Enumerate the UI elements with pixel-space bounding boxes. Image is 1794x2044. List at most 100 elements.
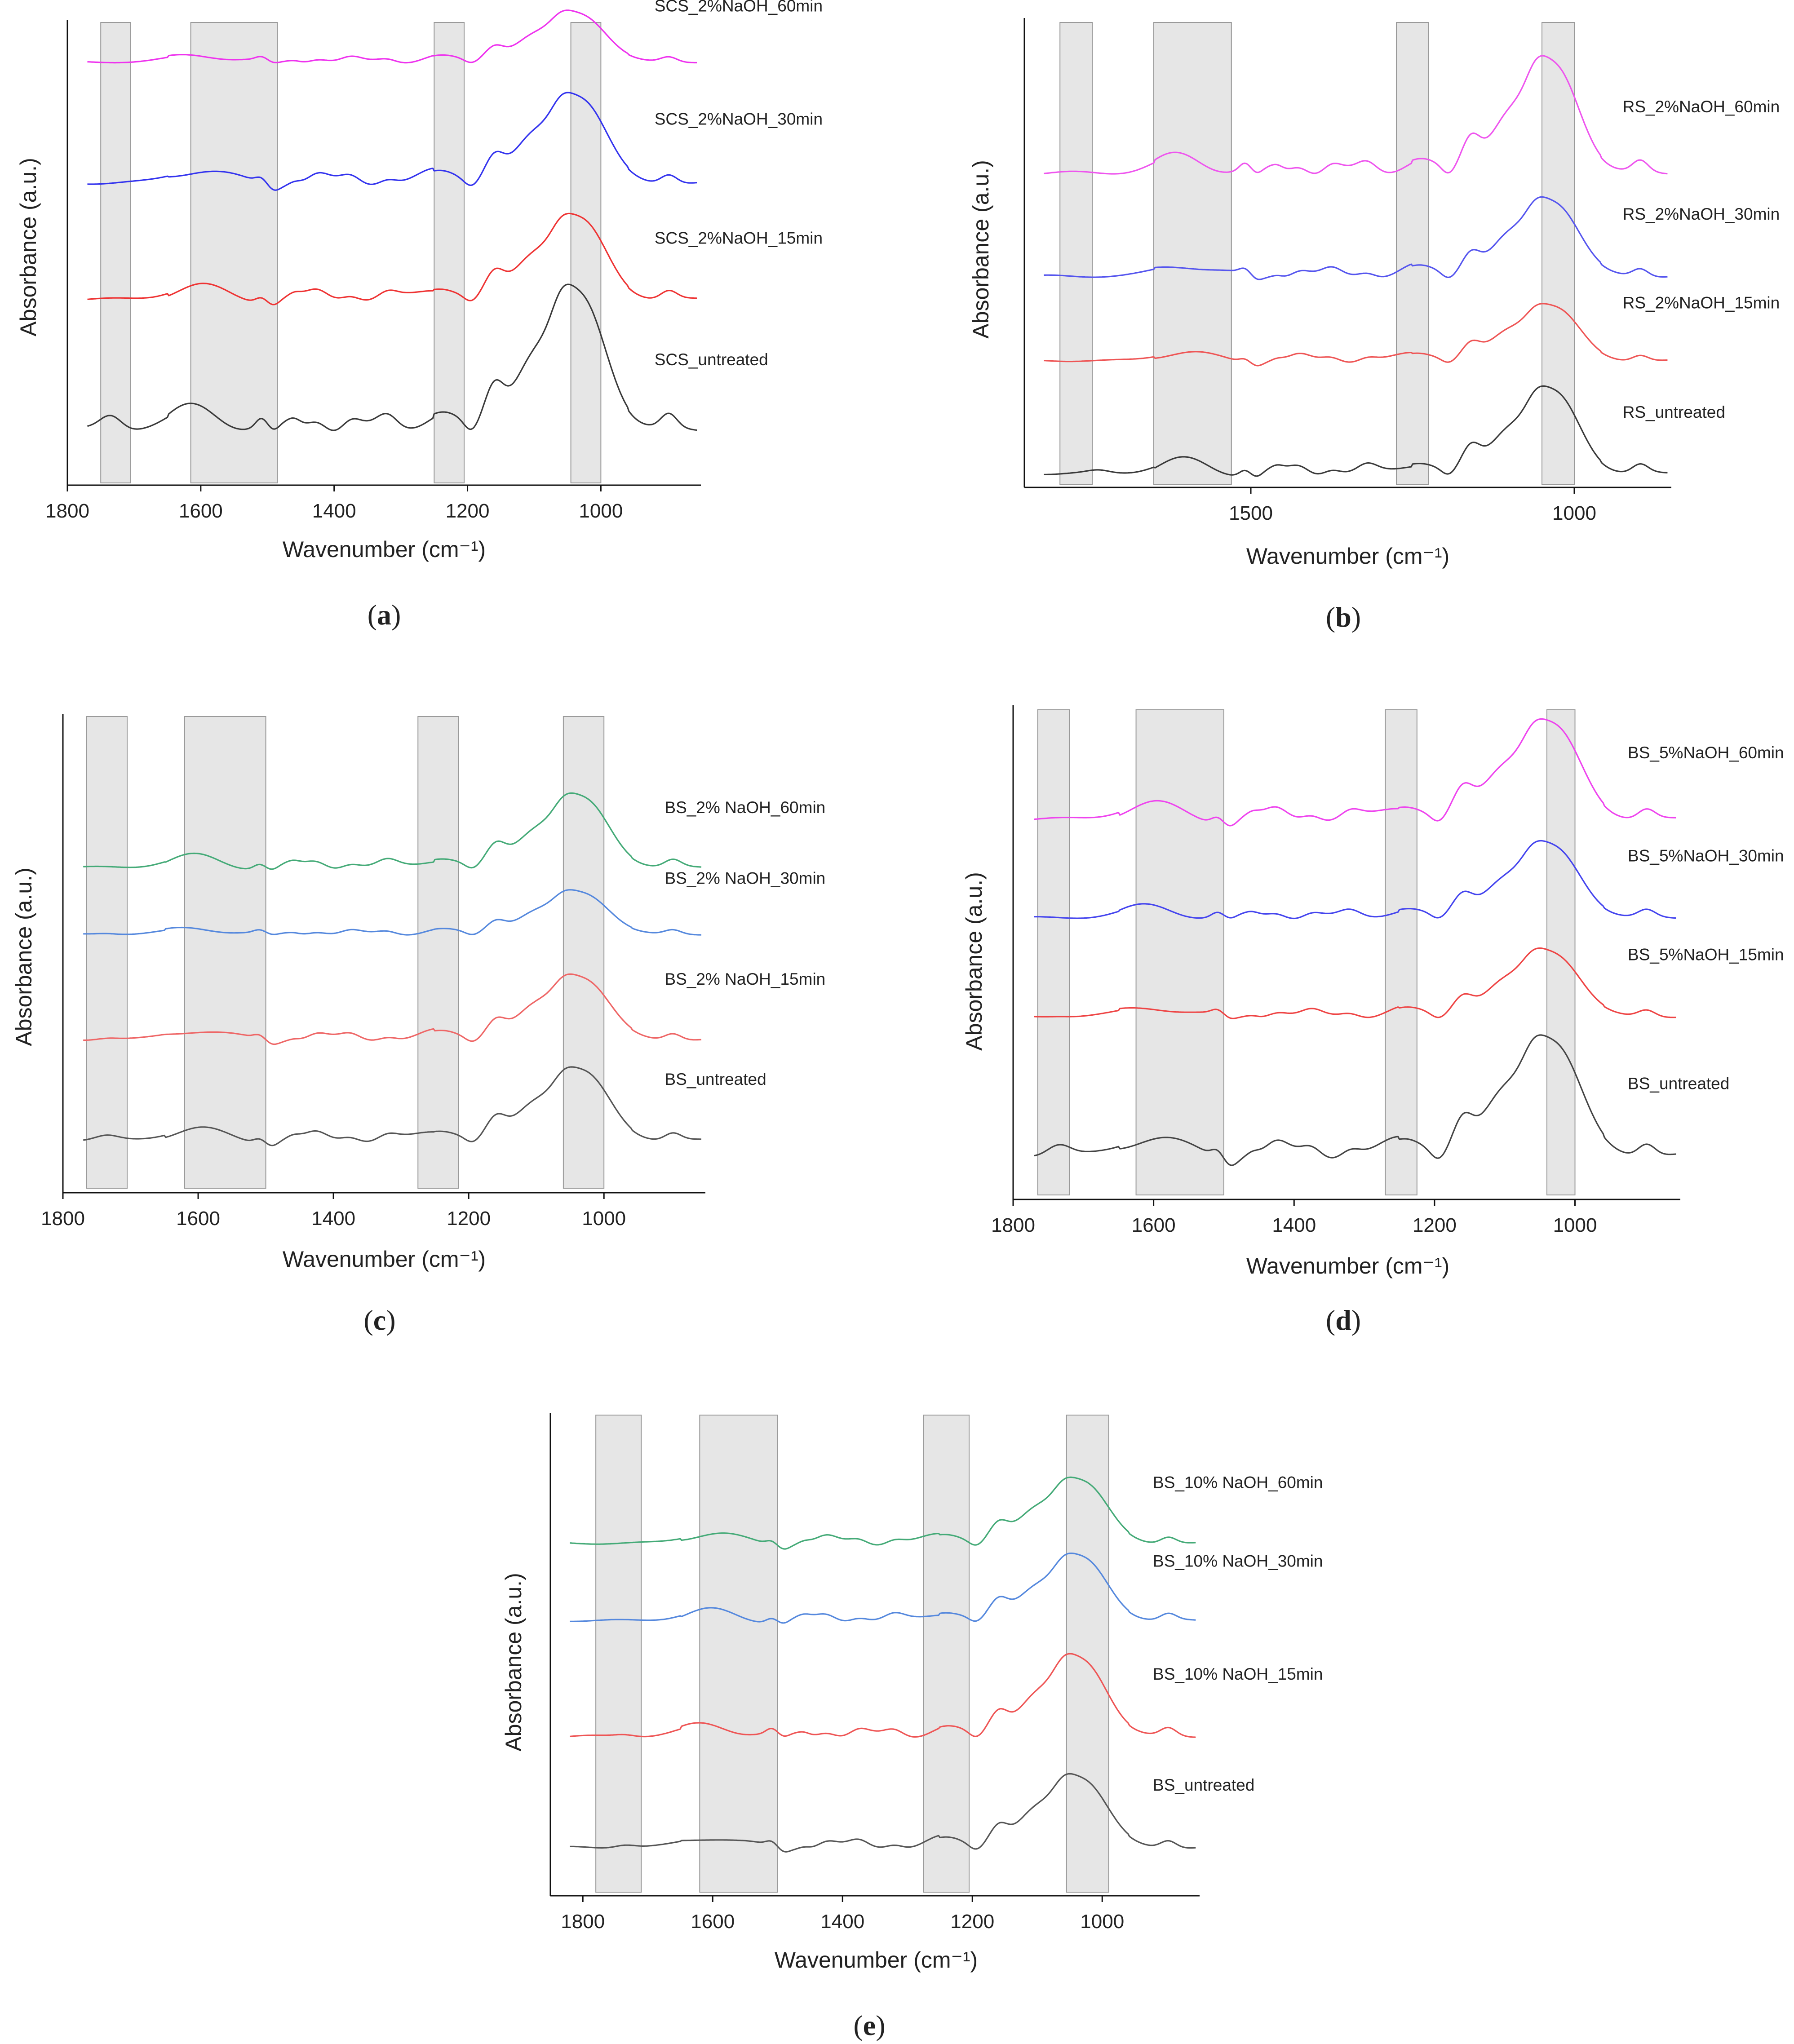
series-line-d-2 [1034,840,1676,920]
x-tick-label-b-1000: 1000 [1552,502,1596,524]
series-label-a-2: SCS_2%NaOH_30min [655,110,823,128]
series-line-b-3 [1044,55,1668,175]
band-b-3 [1542,22,1575,485]
ylabel-b: Absorbance (a.u.) [968,160,993,338]
series-label-d-1: BS_5%NaOH_15min [1628,945,1784,964]
series-line-b-2 [1044,196,1668,280]
series-label-c-3: BS_2% NaOH_60min [664,798,825,817]
x-tick-label-c-1200: 1200 [447,1208,491,1230]
band-e-2 [923,1415,970,1893]
x-tick-label-a-1200: 1200 [446,500,490,522]
series-label-d-2: BS_5%NaOH_30min [1628,847,1784,865]
panel-d: Absorbance (a.u.) Wavenumber (cm⁻¹) (d) … [961,705,1784,1336]
series-label-c-0: BS_untreated [664,1070,766,1088]
x-tick-label-c-1000: 1000 [582,1208,626,1230]
ylabel-d: Absorbance (a.u.) [961,872,987,1050]
series-label-b-0: RS_untreated [1623,403,1725,421]
series-line-b-0 [1044,385,1668,477]
xlabel-c: Wavenumber (cm⁻¹) [283,1247,486,1272]
series-line-b-1 [1044,303,1668,367]
series-label-d-3: BS_5%NaOH_60min [1628,743,1784,762]
series-line-a-1 [87,212,697,305]
x-tick-label-a-1400: 1400 [312,500,356,522]
series-line-e-3 [570,1476,1196,1550]
series-label-d-0: BS_untreated [1628,1074,1729,1093]
x-tick-label-e-1600: 1600 [691,1911,735,1933]
band-a-1 [190,22,278,483]
series-label-a-3: SCS_2%NaOH_60min [655,0,823,15]
xlabel-d: Wavenumber (cm⁻¹) [1246,1253,1449,1279]
band-d-1 [1135,709,1224,1195]
x-tick-label-a-1800: 1800 [45,500,89,522]
series-line-e-2 [570,1553,1196,1624]
band-e-0 [595,1415,642,1893]
x-tick-label-b-1500: 1500 [1229,502,1273,524]
band-a-3 [570,22,602,483]
band-a-2 [434,22,465,483]
x-tick-label-d-1400: 1400 [1272,1214,1316,1236]
series-label-a-1: SCS_2%NaOH_15min [655,229,823,247]
x-tick-label-a-1000: 1000 [579,500,623,522]
series-label-c-2: BS_2% NaOH_30min [664,869,825,888]
caption-a: (a) [368,599,401,631]
series-line-a-3 [87,9,697,64]
x-tick-label-a-1600: 1600 [179,500,223,522]
xlabel-e: Wavenumber (cm⁻¹) [775,1947,978,1973]
series-line-c-2 [83,889,702,936]
x-tick-label-d-1000: 1000 [1553,1214,1597,1236]
series-line-c-1 [83,973,702,1045]
series-line-e-0 [570,1773,1196,1853]
band-b-1 [1153,22,1232,485]
x-tick-label-c-1600: 1600 [176,1208,220,1230]
xlabel-b: Wavenumber (cm⁻¹) [1246,544,1449,569]
x-tick-label-e-1000: 1000 [1080,1911,1124,1933]
band-b-0 [1059,22,1093,485]
series-label-e-3: BS_10% NaOH_60min [1153,1473,1323,1492]
ylabel-e: Absorbance (a.u.) [501,1573,526,1751]
band-c-0 [86,716,128,1189]
x-tick-label-e-1800: 1800 [561,1911,605,1933]
series-label-e-1: BS_10% NaOH_15min [1153,1665,1323,1683]
series-line-d-3 [1034,718,1676,827]
series-line-c-3 [83,792,702,870]
ylabel-a: Absorbance (a.u.) [16,158,41,336]
series-label-e-0: BS_untreated [1153,1776,1254,1794]
band-d-2 [1385,709,1417,1195]
series-label-a-0: SCS_untreated [655,350,768,369]
x-tick-label-d-1800: 1800 [991,1214,1035,1236]
caption-b: (b) [1326,601,1361,633]
band-e-1 [699,1415,778,1893]
xlabel-a: Wavenumber (cm⁻¹) [283,537,486,562]
series-line-e-1 [570,1653,1196,1738]
caption-c: (c) [363,1304,395,1336]
band-d-0 [1037,709,1070,1195]
series-label-c-1: BS_2% NaOH_15min [664,970,825,988]
band-c-1 [184,716,266,1189]
x-tick-label-c-1400: 1400 [311,1208,355,1230]
series-line-d-0 [1034,1034,1676,1166]
band-c-2 [417,716,459,1189]
band-b-2 [1396,22,1429,485]
series-label-e-2: BS_10% NaOH_30min [1153,1552,1323,1571]
series-label-b-2: RS_2%NaOH_30min [1623,205,1780,223]
ylabel-c: Absorbance (a.u.) [11,867,36,1046]
caption-d: (d) [1326,1304,1361,1336]
series-line-d-1 [1034,947,1676,1019]
panel-b: Absorbance (a.u.) Wavenumber (cm⁻¹) (b) … [968,18,1780,633]
x-tick-label-e-1400: 1400 [820,1911,864,1933]
band-a-0 [100,22,131,483]
panel-e: Absorbance (a.u.) Wavenumber (cm⁻¹) (e) … [501,1413,1323,2041]
x-tick-label-e-1200: 1200 [950,1911,994,1933]
series-line-c-0 [83,1066,701,1146]
series-line-a-0 [87,283,697,431]
band-d-3 [1546,709,1576,1195]
panel-c: Absorbance (a.u.) Wavenumber (cm⁻¹) (c) … [11,714,825,1336]
x-tick-label-d-1600: 1600 [1132,1214,1176,1236]
series-line-a-2 [87,92,697,191]
x-tick-label-c-1800: 1800 [41,1208,85,1230]
series-label-b-1: RS_2%NaOH_15min [1623,294,1780,312]
series-label-b-3: RS_2%NaOH_60min [1623,97,1780,116]
x-tick-label-d-1200: 1200 [1413,1214,1457,1236]
caption-e: (e) [853,2009,885,2041]
